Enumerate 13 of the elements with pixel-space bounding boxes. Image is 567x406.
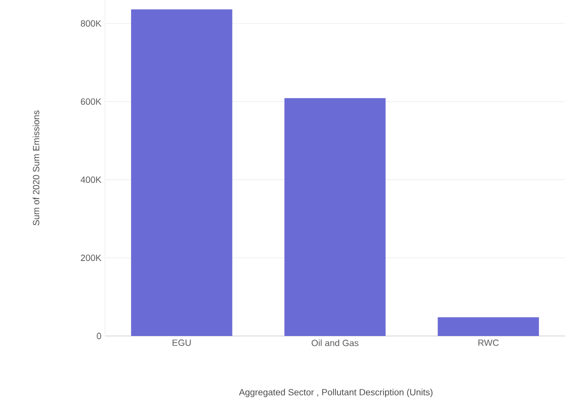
x-axis-title: Aggregated Sector , Pollutant Description (Units) [238, 388, 432, 398]
x-tick-label: RWC [478, 340, 499, 346]
y-axis-title: Sum of 2020 Sum Emissions [32, 110, 40, 226]
bar [131, 9, 232, 336]
y-tick-label: 800K [80, 20, 102, 27]
x-tick-label: Oil and Gas [312, 340, 358, 346]
bar [438, 317, 539, 336]
bar [284, 98, 386, 336]
y-tick-label: 200K [80, 254, 102, 262]
y-tick-label: 400K [80, 176, 102, 183]
x-tick-label: EGU [172, 340, 191, 346]
y-tick-label: 0 [96, 332, 102, 340]
y-tick-label: 600K [80, 98, 102, 105]
